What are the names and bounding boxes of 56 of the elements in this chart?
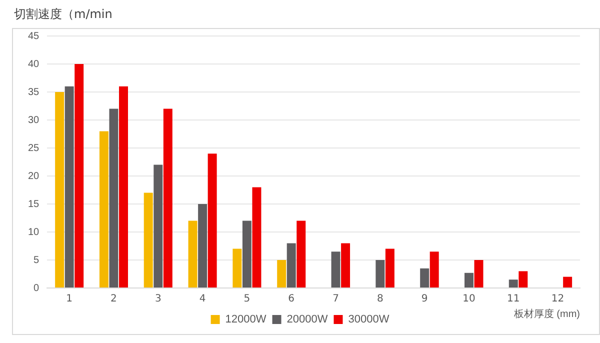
- bar: [376, 260, 385, 288]
- bar: [119, 86, 128, 288]
- bar: [55, 92, 64, 288]
- bar: [331, 252, 340, 288]
- bar: [188, 220, 198, 288]
- bar: [252, 187, 262, 288]
- bar: [508, 280, 518, 288]
- x-tick-label: 5: [244, 294, 250, 305]
- bar: [64, 86, 74, 288]
- bar: [296, 220, 306, 288]
- y-tick-label: 15: [28, 198, 40, 210]
- legend-label: 12000W: [225, 314, 267, 326]
- x-tick-label: 1: [66, 294, 73, 305]
- bar: [563, 276, 572, 288]
- bar: [99, 131, 108, 288]
- bar: [385, 248, 394, 288]
- y-tick-label: 20: [28, 170, 40, 182]
- bar: [198, 204, 208, 288]
- bar: [74, 64, 84, 288]
- y-tick-label: 30: [28, 114, 40, 126]
- chart-title: 切割速度（m/min: [14, 6, 112, 23]
- y-tick-label: 5: [34, 254, 40, 266]
- y-tick-label: 40: [28, 58, 40, 70]
- y-tick-label: 0: [34, 282, 40, 294]
- bar: [242, 220, 252, 288]
- x-tick-label: 2: [110, 294, 117, 305]
- bar: [518, 271, 528, 288]
- bar: [341, 243, 350, 288]
- bar: [420, 268, 430, 288]
- bar: [109, 108, 118, 288]
- x-tick-label: 6: [288, 294, 295, 305]
- y-tick-label: 35: [28, 86, 40, 98]
- x-tick-label: 4: [199, 294, 206, 305]
- bar: [474, 260, 484, 288]
- x-tick-label: 9: [421, 294, 428, 305]
- y-tick-label: 10: [28, 226, 40, 238]
- legend-label: 20000W: [286, 314, 328, 326]
- x-axis-title: 板材厚度 (mm): [512, 308, 580, 320]
- bar: [430, 252, 439, 288]
- legend-label: 30000W: [348, 314, 390, 326]
- x-tick-label: 7: [332, 294, 339, 305]
- x-tick-label: 8: [376, 294, 384, 305]
- bar: [208, 154, 217, 288]
- x-tick-label: 12: [551, 294, 564, 305]
- x-tick-label: 10: [462, 294, 476, 305]
- bar: [163, 108, 172, 288]
- bar: [154, 164, 163, 288]
- bar: [232, 248, 242, 288]
- bar: [464, 272, 474, 288]
- x-tick-label: 11: [507, 294, 520, 305]
- x-tick-label: 3: [154, 294, 162, 305]
- bar: [286, 243, 296, 288]
- y-tick-label: 45: [28, 30, 40, 42]
- bar: [277, 260, 286, 288]
- bar: [144, 192, 153, 288]
- y-tick-label: 25: [28, 142, 40, 154]
